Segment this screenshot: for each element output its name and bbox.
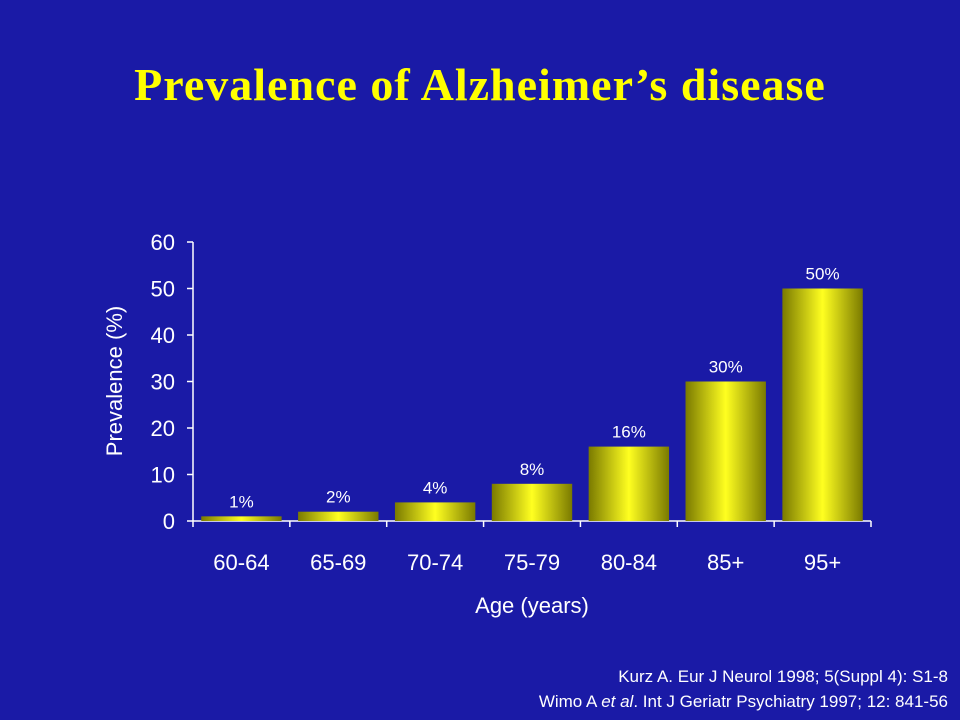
reference-2-source: . Int J Geriatr Psychiatry 1997; 12: 841… bbox=[633, 692, 948, 711]
bar-85+ bbox=[685, 381, 766, 521]
data-label: 50% bbox=[806, 265, 840, 284]
x-tick-label: 60-64 bbox=[213, 550, 269, 575]
x-tick-label: 80-84 bbox=[601, 550, 657, 575]
bar-60-64 bbox=[201, 516, 282, 521]
references: Kurz A. Eur J Neurol 1998; 5(Suppl 4): S… bbox=[539, 664, 948, 714]
y-tick-label: 60 bbox=[151, 230, 175, 255]
bar-75-79 bbox=[491, 483, 573, 521]
x-tick-label: 75-79 bbox=[504, 550, 560, 575]
y-tick-label: 0 bbox=[163, 509, 175, 534]
slide-title: Prevalence of Alzheimer’s disease bbox=[134, 59, 826, 110]
y-axis-label: Prevalence (%) bbox=[102, 306, 127, 456]
reference-2-authors: Wimo A bbox=[538, 692, 602, 711]
bar-65-69 bbox=[298, 511, 379, 521]
data-label: 1% bbox=[229, 492, 254, 511]
data-label: 16% bbox=[612, 423, 646, 442]
y-tick-label: 20 bbox=[151, 416, 175, 441]
x-tick-label: 70-74 bbox=[407, 550, 463, 575]
y-tick-label: 50 bbox=[151, 277, 175, 302]
bar-95+ bbox=[782, 288, 863, 521]
y-tick-label: 10 bbox=[151, 463, 175, 488]
reference-2-etal: et al bbox=[601, 692, 634, 711]
y-tick-label: 30 bbox=[151, 370, 175, 395]
x-tick-label: 65-69 bbox=[310, 550, 366, 575]
bar-80-84 bbox=[588, 446, 670, 521]
bar-70-74 bbox=[394, 502, 476, 521]
x-tick-label: 85+ bbox=[707, 550, 744, 575]
reference-line-2: Wimo A et al. Int J Geriatr Psychiatry 1… bbox=[539, 689, 948, 714]
data-label: 2% bbox=[326, 488, 351, 507]
y-tick-label: 40 bbox=[151, 323, 175, 348]
reference-line-1: Kurz A. Eur J Neurol 1998; 5(Suppl 4): S… bbox=[539, 664, 948, 689]
reference-1-text: Kurz A. Eur J Neurol 1998; 5(Suppl 4): S… bbox=[618, 667, 948, 686]
data-label: 30% bbox=[709, 358, 743, 377]
chart-labels: 60-64 1% 65-69 2% 70-74 4% 75-79 8% 80-84 16% 85+ 3… bbox=[213, 265, 841, 576]
x-tick-label: 95+ bbox=[804, 550, 841, 575]
x-axis-label: Age (years) bbox=[475, 593, 589, 618]
chart-bars bbox=[201, 288, 863, 521]
data-label: 4% bbox=[423, 478, 448, 497]
data-label: 8% bbox=[520, 460, 545, 479]
